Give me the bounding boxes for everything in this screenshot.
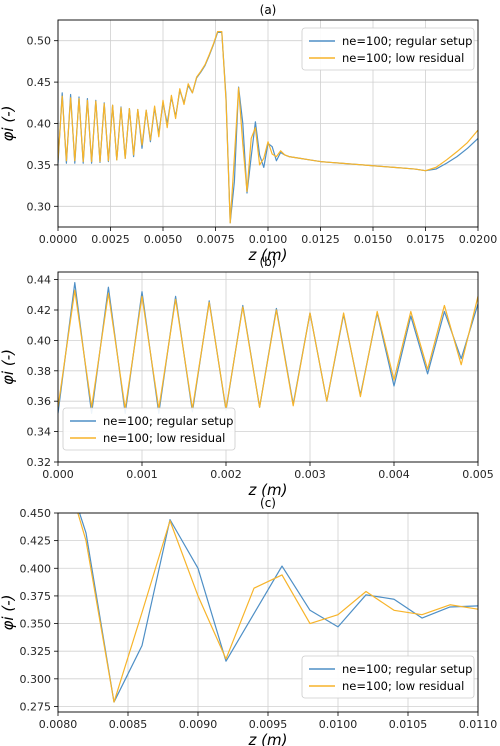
y-axis-label: φi (-): [0, 106, 17, 142]
x-tick-label: 0.0100: [249, 233, 288, 246]
y-tick-label: 0.35: [27, 159, 52, 172]
y-tick-label: 0.38: [27, 365, 52, 378]
series-line-regular-setup: [58, 282, 478, 414]
legend-label: ne=100; regular setup: [342, 34, 472, 48]
legend-label: ne=100; low residual: [342, 51, 464, 65]
plot-frame: [57, 271, 479, 463]
x-tick-label: 0.0075: [196, 233, 235, 246]
x-axis-label: z (m): [248, 246, 288, 264]
series-line-low-residual: [58, 30, 478, 224]
chart-title: (b): [260, 255, 277, 269]
x-tick-label: 0.0105: [389, 718, 428, 731]
x-tick-label: 0.0090: [179, 718, 218, 731]
chart-title: (a): [260, 3, 277, 17]
y-tick-label: 0.275: [20, 700, 52, 713]
legend-box: [62, 407, 236, 451]
x-tick-label: 0.0125: [301, 233, 340, 246]
x-tick-label: 0.0175: [406, 233, 445, 246]
plot-frame: [57, 512, 479, 713]
legend: ne=100; regular setup ne=100; low residua…: [301, 655, 475, 699]
y-tick-label: 0.350: [20, 618, 52, 631]
y-axis-label: φi (-): [0, 349, 17, 385]
y-tick-label: 0.42: [27, 304, 52, 317]
y-tick-label: 0.450: [20, 507, 52, 520]
x-tick-label: 0.0085: [109, 718, 148, 731]
x-tick-label: 0.001: [126, 468, 158, 481]
legend: ne=100; regular setup ne=100; low residua…: [62, 407, 236, 451]
x-axis-label: z (m): [248, 481, 288, 499]
series-line-low-residual: [58, 289, 478, 410]
x-tick-label: 0.000: [42, 468, 74, 481]
y-tick-label: 0.36: [27, 395, 52, 408]
series-line-low-residual: [77, 513, 478, 703]
chart-title: (c): [260, 496, 276, 510]
x-tick-label: 0.002: [210, 468, 242, 481]
x-tick-label: 0.0050: [144, 233, 183, 246]
x-tick-label: 0.0100: [319, 718, 358, 731]
legend-label: ne=100; low residual: [342, 679, 464, 693]
plot-frame: [57, 19, 479, 228]
y-tick-label: 0.30: [27, 200, 52, 213]
y-tick-label: 0.50: [27, 35, 52, 48]
y-tick-label: 0.40: [27, 334, 52, 347]
x-tick-label: 0.003: [294, 468, 326, 481]
x-tick-label: 0.0110: [459, 718, 498, 731]
series-line-regular-setup: [78, 513, 478, 703]
x-tick-label: 0.0000: [39, 233, 78, 246]
chart-panel-c: 0.0080 0.0085 0.0090 0.0095 0.0100 0.0105 0.01…: [0, 496, 498, 746]
chart-panel-a: 0.0000 0.0025 0.0050 0.0075 0.0100 0.0125 0.01…: [0, 3, 497, 264]
y-tick-label: 0.40: [27, 118, 52, 131]
legend-box: [301, 655, 475, 699]
chart-panel-b: 0.000 0.001 0.002 0.003 0.004 0.005 0.32 0.34 0.…: [0, 255, 494, 499]
y-tick-label: 0.300: [20, 673, 52, 686]
y-tick-label: 0.400: [20, 562, 52, 575]
x-tick-label: 0.005: [462, 468, 494, 481]
y-tick-label: 0.375: [20, 590, 52, 603]
x-tick-label: 0.0200: [459, 233, 498, 246]
y-tick-label: 0.32: [27, 456, 52, 469]
y-tick-label: 0.45: [27, 76, 52, 89]
legend-label: ne=100; low residual: [103, 431, 225, 445]
y-tick-label: 0.325: [20, 645, 52, 658]
y-tick-label: 0.44: [27, 274, 52, 287]
x-tick-label: 0.0025: [91, 233, 130, 246]
x-tick-label: 0.0095: [249, 718, 288, 731]
legend: ne=100; regular setup ne=100; low residua…: [301, 27, 475, 71]
legend-label: ne=100; regular setup: [342, 662, 472, 676]
legend-box: [301, 27, 475, 71]
y-tick-label: 0.425: [20, 535, 52, 548]
x-tick-label: 0.0080: [39, 718, 78, 731]
y-tick-label: 0.34: [27, 426, 52, 439]
legend-label: ne=100; regular setup: [103, 414, 233, 428]
x-axis-label: z (m): [248, 731, 288, 746]
x-tick-label: 0.0150: [354, 233, 393, 246]
x-tick-label: 0.004: [378, 468, 410, 481]
y-axis-label: φi (-): [0, 595, 17, 631]
